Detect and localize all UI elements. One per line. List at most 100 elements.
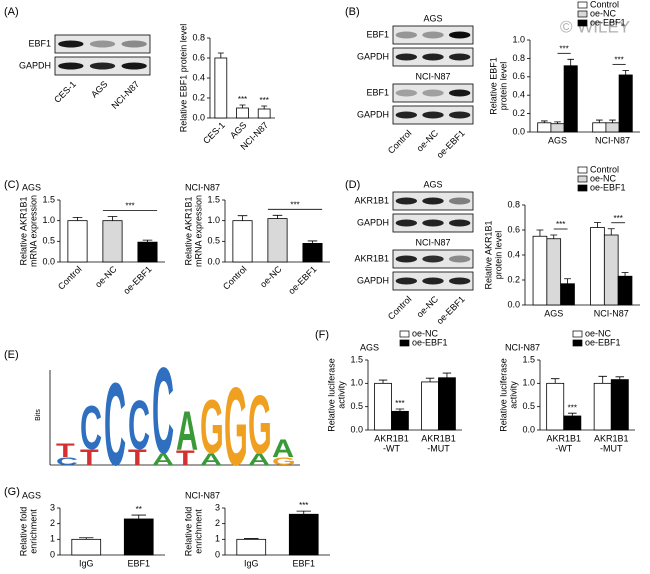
y-tick-label: 0.5 [522, 401, 535, 411]
sig-label: *** [613, 214, 622, 223]
watermark: © WILEY [560, 17, 630, 36]
blot-strip [54, 34, 151, 54]
error-bar [142, 239, 153, 243]
bar [102, 220, 123, 263]
x-tick-label: NCI-N87 [595, 135, 630, 145]
error-bar [395, 408, 405, 412]
x-tick-label: AKR1B1 [546, 433, 581, 443]
bar [560, 283, 575, 306]
error-bar [550, 378, 560, 384]
y-tick-label: 1.5 [522, 354, 535, 364]
y-tick-label: 0.4 [192, 72, 205, 82]
blot-strip [392, 83, 474, 103]
bar [438, 377, 456, 431]
blot-band [395, 255, 418, 263]
blot-band [395, 277, 418, 285]
bar [67, 220, 88, 263]
legend-swatch [577, 175, 588, 183]
error-bar [239, 104, 246, 108]
y-tick-label: 0.0 [192, 112, 205, 122]
error-bar [307, 240, 318, 244]
bar [232, 220, 253, 263]
y-axis-title: Relative EBF1 protein level [178, 24, 188, 133]
y-axis-title: Relative AKR1B1 [18, 196, 28, 265]
error-bar [442, 372, 452, 378]
error-bar [217, 52, 224, 58]
error-bar [598, 375, 607, 384]
bar [617, 275, 633, 306]
blot-row-label: GAPDH [357, 109, 389, 119]
x-tick-label: AKR1B1 [374, 433, 409, 443]
error-bar [272, 214, 283, 219]
logo-letter: T [176, 446, 195, 470]
y-tick-label: 0.2 [192, 92, 205, 102]
y-tick-label: 0 [50, 549, 55, 559]
bar [605, 122, 620, 133]
error-bar [607, 228, 615, 235]
y-tick-label: 1.5 [42, 194, 55, 204]
y-tick-label: 1.0 [350, 378, 363, 388]
blot-lane-label: oe-EBF1 [435, 128, 467, 160]
bar [214, 57, 228, 119]
sig-label: *** [568, 403, 577, 412]
y-tick-label: 1 [215, 534, 220, 544]
y-tick-label: 0.0 [522, 424, 535, 434]
error-bar [615, 376, 625, 380]
blot-band [422, 219, 444, 227]
y-tick-label: 2 [50, 518, 55, 528]
y-tick-label: 0.4 [507, 249, 520, 259]
blot-band [422, 31, 444, 39]
panel-label: (F) [315, 329, 329, 341]
error-bar [609, 119, 616, 123]
sig-label: *** [259, 96, 268, 105]
panel-label: (B) [345, 6, 360, 18]
logo-letter: C [80, 393, 102, 463]
legend-label: oe-EBF1 [585, 337, 621, 347]
x-tick-label: AGS [544, 308, 563, 318]
logo-letter: T [128, 445, 147, 470]
y-tick-label: 0.0 [512, 126, 525, 136]
blot-band [422, 197, 444, 205]
y-tick-label: 0.5 [42, 236, 55, 246]
logo-letter: A [248, 451, 270, 469]
blot-band [449, 277, 471, 285]
y-tick-label: 2 [215, 518, 220, 528]
blot-band [395, 89, 418, 97]
x-tick-label: CES-1 [201, 120, 227, 146]
y-tick-label: 0.4 [512, 90, 525, 100]
logo-letter: T [80, 445, 99, 470]
legend-label: oe-EBF1 [412, 337, 448, 347]
error-bar [550, 234, 558, 239]
blot-lane-label: NCI-N87 [109, 79, 141, 111]
logo-y-title: Bits [35, 409, 42, 421]
bar [618, 74, 633, 133]
bar [563, 65, 578, 133]
chart-title: AGS [22, 182, 41, 192]
blot-row-label: GAPDH [357, 275, 389, 285]
blot-band [422, 89, 444, 97]
blot-strip [392, 25, 474, 45]
blot-band [89, 62, 116, 70]
bar [421, 381, 439, 431]
y-tick-label: 0.8 [507, 199, 520, 209]
blot-lane-label: oe-NC [415, 128, 441, 154]
bar [532, 235, 548, 306]
sig-label: *** [238, 95, 247, 104]
y-tick-label: 1.0 [512, 34, 525, 44]
legend-label: oe-EBF1 [590, 17, 626, 27]
y-axis-title: Relative fold [18, 507, 28, 557]
blot-band [395, 197, 418, 205]
blot-band [58, 62, 84, 70]
blot-band [121, 40, 147, 48]
error-bar [564, 278, 571, 284]
blot-lane-label: Control [386, 128, 414, 156]
blot-band [449, 197, 471, 205]
bar [546, 238, 562, 306]
legend-label: oe-NC [412, 328, 439, 338]
legend-label: oe-NC [590, 173, 617, 183]
y-tick-label: 1.5 [350, 354, 363, 364]
legend-label: oe-EBF1 [590, 182, 626, 192]
blot-band [58, 40, 84, 48]
error-bar [596, 119, 603, 123]
legend-swatch [577, 1, 588, 9]
